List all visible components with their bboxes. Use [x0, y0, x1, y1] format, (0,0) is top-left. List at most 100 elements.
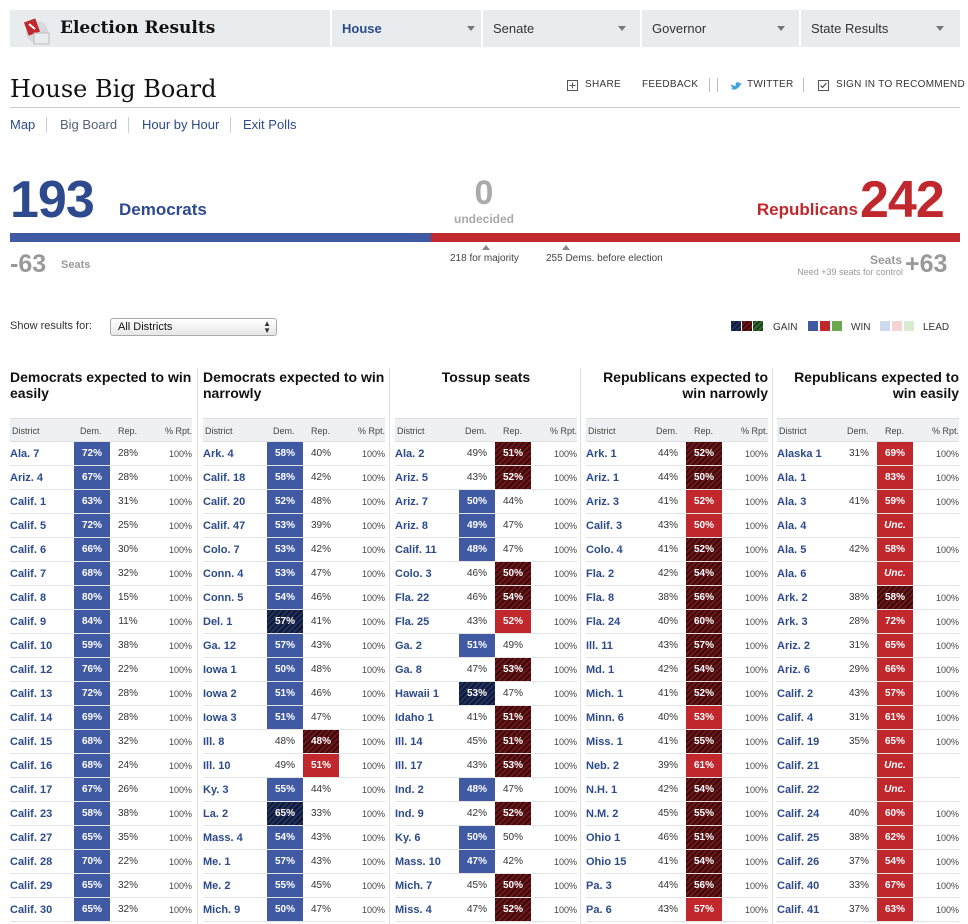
table-row[interactable]: Iowa 3 51% 47% 100% [203, 706, 385, 730]
table-row[interactable]: Ky. 6 50% 50% 100% [395, 826, 577, 850]
table-row[interactable]: Mass. 10 47% 42% 100% [395, 850, 577, 874]
district-link[interactable]: Calif. 9 [10, 616, 47, 628]
district-link[interactable]: Ark. 4 [203, 448, 234, 460]
table-row[interactable]: Calif. 30 65% 32% 100% [10, 898, 192, 922]
table-row[interactable]: Calif. 19 35% 65% 100% [777, 730, 959, 754]
district-link[interactable]: Calif. 3 [586, 520, 623, 532]
district-link[interactable]: Calif. 40 [777, 880, 820, 892]
share-icon[interactable] [567, 80, 578, 91]
share-button[interactable]: SHARE [585, 79, 621, 90]
district-link[interactable]: Calif. 25 [777, 832, 820, 844]
table-row[interactable]: Calif. 13 72% 28% 100% [10, 682, 192, 706]
district-link[interactable]: Ala. 2 [395, 448, 425, 460]
tab-governor[interactable]: Governor [640, 10, 797, 47]
district-link[interactable]: Fla. 8 [586, 592, 615, 604]
table-row[interactable]: Calif. 12 76% 22% 100% [10, 658, 192, 682]
table-row[interactable]: Fla. 8 38% 56% 100% [586, 586, 768, 610]
table-row[interactable]: Calif. 29 65% 32% 100% [10, 874, 192, 898]
table-row[interactable]: Iowa 2 51% 46% 100% [203, 682, 385, 706]
table-row[interactable]: Fla. 22 46% 54% 100% [395, 586, 577, 610]
district-link[interactable]: Ind. 2 [395, 784, 424, 796]
district-link[interactable]: Calif. 13 [10, 688, 53, 700]
twitter-icon[interactable] [730, 81, 743, 92]
table-row[interactable]: Calif. 4 31% 61% 100% [777, 706, 959, 730]
district-link[interactable]: Calif. 47 [203, 520, 246, 532]
district-link[interactable]: Calif. 17 [10, 784, 53, 796]
district-link[interactable]: Del. 1 [203, 616, 233, 628]
district-link[interactable]: N.M. 2 [586, 808, 619, 820]
district-link[interactable]: Fla. 24 [586, 616, 621, 628]
table-row[interactable]: Calif. 18 58% 42% 100% [203, 466, 385, 490]
table-row[interactable]: Ariz. 6 29% 66% 100% [777, 658, 959, 682]
district-filter-select[interactable]: All Districts ▲ ▼ [110, 318, 277, 336]
table-row[interactable]: Calif. 6 66% 30% 100% [10, 538, 192, 562]
district-link[interactable]: Calif. 20 [203, 496, 246, 508]
table-row[interactable]: Ariz. 4 67% 28% 100% [10, 466, 192, 490]
table-row[interactable]: Ariz. 2 31% 65% 100% [777, 634, 959, 658]
district-link[interactable]: Calif. 21 [777, 760, 820, 772]
district-link[interactable]: Ind. 9 [395, 808, 424, 820]
table-row[interactable]: Mass. 4 54% 43% 100% [203, 826, 385, 850]
district-link[interactable]: Me. 1 [203, 856, 231, 868]
table-row[interactable]: Calif. 14 69% 28% 100% [10, 706, 192, 730]
table-row[interactable]: Calif. 17 67% 26% 100% [10, 778, 192, 802]
table-row[interactable]: Md. 1 42% 54% 100% [586, 658, 768, 682]
table-row[interactable]: Calif. 20 52% 48% 100% [203, 490, 385, 514]
table-row[interactable]: Calif. 8 80% 15% 100% [10, 586, 192, 610]
district-link[interactable]: Ill. 11 [586, 640, 613, 652]
table-row[interactable]: Alaska 1 31% 69% 100% [777, 442, 959, 466]
table-row[interactable]: Del. 1 57% 41% 100% [203, 610, 385, 634]
district-link[interactable]: Calif. 27 [10, 832, 53, 844]
district-link[interactable]: Calif. 5 [10, 520, 47, 532]
table-row[interactable]: Conn. 5 54% 46% 100% [203, 586, 385, 610]
table-row[interactable]: Colo. 3 46% 50% 100% [395, 562, 577, 586]
table-row[interactable]: Calif. 47 53% 39% 100% [203, 514, 385, 538]
table-row[interactable]: Ky. 3 55% 44% 100% [203, 778, 385, 802]
district-link[interactable]: Ohio 1 [586, 832, 621, 844]
district-link[interactable]: Ill. 10 [203, 760, 231, 772]
table-row[interactable]: Ariz. 5 43% 52% 100% [395, 466, 577, 490]
district-link[interactable]: Colo. 7 [203, 544, 240, 556]
district-link[interactable]: Conn. 5 [203, 592, 244, 604]
district-link[interactable]: Ohio 15 [586, 856, 627, 868]
table-row[interactable]: Ark. 3 28% 72% 100% [777, 610, 959, 634]
district-link[interactable]: Ala. 4 [777, 520, 807, 532]
table-row[interactable]: Ariz. 1 44% 50% 100% [586, 466, 768, 490]
district-link[interactable]: Calif. 11 [395, 544, 437, 556]
table-row[interactable]: Miss. 4 47% 52% 100% [395, 898, 577, 922]
table-row[interactable]: Ark. 1 44% 52% 100% [586, 442, 768, 466]
district-link[interactable]: Calif. 14 [10, 712, 53, 724]
district-link[interactable]: Ill. 14 [395, 736, 423, 748]
table-row[interactable]: Ill. 11 43% 57% 100% [586, 634, 768, 658]
district-link[interactable]: Mich. 1 [586, 688, 624, 700]
district-link[interactable]: Ariz. 8 [395, 520, 429, 532]
table-row[interactable]: Ga. 8 47% 53% 100% [395, 658, 577, 682]
table-row[interactable]: N.M. 2 45% 55% 100% [586, 802, 768, 826]
table-row[interactable]: Ala. 3 41% 59% 100% [777, 490, 959, 514]
district-link[interactable]: Conn. 4 [203, 568, 244, 580]
district-link[interactable]: Calif. 15 [10, 736, 53, 748]
district-link[interactable]: Calif. 22 [777, 784, 820, 796]
district-link[interactable]: Ala. 7 [10, 448, 40, 460]
site-title[interactable]: Election Results [60, 18, 216, 38]
table-row[interactable]: Calif. 15 68% 32% 100% [10, 730, 192, 754]
district-link[interactable]: Ark. 3 [777, 616, 808, 628]
district-link[interactable]: Mass. 4 [203, 832, 243, 844]
district-link[interactable]: Neb. 2 [586, 760, 620, 772]
table-row[interactable]: Ind. 2 48% 47% 100% [395, 778, 577, 802]
table-row[interactable]: Idaho 1 41% 51% 100% [395, 706, 577, 730]
table-row[interactable]: Ill. 17 43% 53% 100% [395, 754, 577, 778]
table-row[interactable]: Ga. 2 51% 49% 100% [395, 634, 577, 658]
district-link[interactable]: Calif. 7 [10, 568, 47, 580]
table-row[interactable]: Ariz. 8 49% 47% 100% [395, 514, 577, 538]
checkbox-icon[interactable] [818, 80, 829, 91]
subnav-big-board[interactable]: Big Board [60, 117, 118, 132]
district-link[interactable]: Ariz. 2 [777, 640, 811, 652]
district-link[interactable]: N.H. 1 [586, 784, 618, 796]
table-row[interactable]: Fla. 24 40% 60% 100% [586, 610, 768, 634]
table-row[interactable]: Mich. 9 50% 47% 100% [203, 898, 385, 922]
district-link[interactable]: Ariz. 7 [395, 496, 429, 508]
district-link[interactable]: Ala. 3 [777, 496, 807, 508]
table-row[interactable]: Calif. 3 43% 50% 100% [586, 514, 768, 538]
district-link[interactable]: Calif. 18 [203, 472, 246, 484]
